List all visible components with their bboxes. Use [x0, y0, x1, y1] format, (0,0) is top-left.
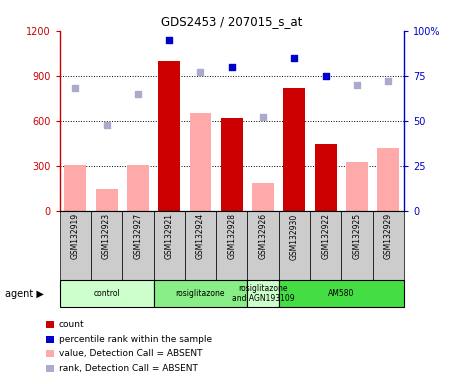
Text: GSM132927: GSM132927 [134, 213, 142, 260]
Bar [122, 211, 154, 280]
Text: GSM132921: GSM132921 [165, 213, 174, 259]
Text: control: control [93, 289, 120, 298]
Bar [315, 144, 336, 211]
Point [228, 64, 235, 70]
Text: count: count [59, 320, 84, 329]
Text: GSM132925: GSM132925 [353, 213, 362, 260]
Point [134, 91, 141, 97]
Text: GSM132926: GSM132926 [258, 213, 268, 260]
Text: rosiglitazone: rosiglitazone [176, 289, 225, 298]
Text: rosiglitazone
and AGN193109: rosiglitazone and AGN193109 [232, 284, 294, 303]
Bar [154, 211, 185, 280]
Bar [247, 211, 279, 280]
Bar [127, 165, 149, 211]
Bar [284, 88, 305, 211]
Point [322, 73, 330, 79]
Bar [346, 162, 368, 211]
Text: GSM132922: GSM132922 [321, 213, 330, 259]
Bar [279, 280, 404, 307]
Bar [158, 61, 180, 211]
Text: agent ▶: agent ▶ [5, 289, 44, 299]
Bar [247, 280, 279, 307]
Text: value, Detection Call = ABSENT: value, Detection Call = ABSENT [59, 349, 202, 358]
Text: GSM132924: GSM132924 [196, 213, 205, 260]
Point [385, 78, 392, 84]
Point [259, 114, 267, 121]
Bar [91, 211, 122, 280]
Text: GSM132919: GSM132919 [71, 213, 80, 260]
Bar [185, 211, 216, 280]
Bar [60, 280, 154, 307]
Title: GDS2453 / 207015_s_at: GDS2453 / 207015_s_at [161, 15, 302, 28]
Bar [216, 211, 247, 280]
Text: GSM132928: GSM132928 [227, 213, 236, 259]
Point [103, 121, 110, 127]
Bar [221, 118, 243, 211]
Bar [341, 211, 373, 280]
Point [291, 55, 298, 61]
Bar [64, 165, 86, 211]
Bar [95, 189, 118, 211]
Text: GSM132929: GSM132929 [384, 213, 393, 260]
Point [72, 85, 79, 91]
Point [353, 82, 361, 88]
Bar [310, 211, 341, 280]
Text: percentile rank within the sample: percentile rank within the sample [59, 334, 212, 344]
Bar [377, 148, 399, 211]
Bar [373, 211, 404, 280]
Bar [279, 211, 310, 280]
Point [197, 69, 204, 75]
Bar [60, 211, 91, 280]
Bar [252, 183, 274, 211]
Point [166, 37, 173, 43]
Bar [190, 113, 212, 211]
Text: AM580: AM580 [328, 289, 354, 298]
Text: GSM132930: GSM132930 [290, 213, 299, 260]
Bar [154, 280, 247, 307]
Text: rank, Detection Call = ABSENT: rank, Detection Call = ABSENT [59, 364, 198, 373]
Text: GSM132923: GSM132923 [102, 213, 111, 260]
